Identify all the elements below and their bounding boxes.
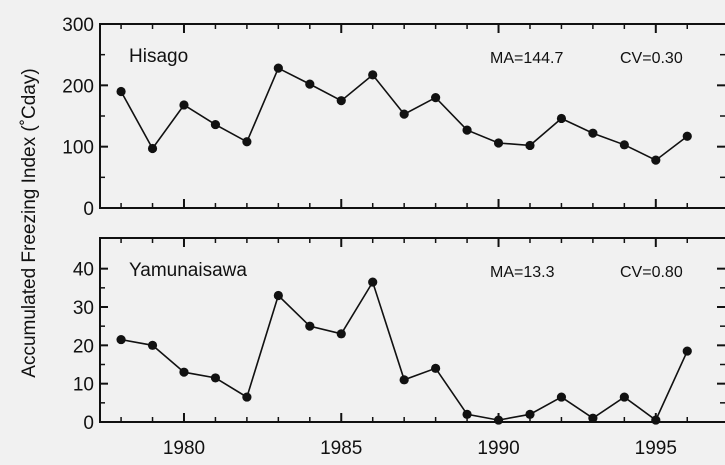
data-point bbox=[368, 70, 378, 80]
data-point bbox=[116, 334, 126, 345]
x-tick-label: 1995 bbox=[635, 438, 677, 459]
panel-label: Hisago bbox=[129, 46, 188, 67]
data-point bbox=[179, 100, 189, 110]
data-point bbox=[273, 63, 283, 73]
data-point bbox=[242, 137, 252, 147]
data-point bbox=[619, 392, 629, 402]
panel-label: Yamunaisawa bbox=[129, 260, 247, 281]
data-point bbox=[556, 392, 567, 402]
y-tick-label: 30 bbox=[73, 298, 94, 319]
data-point bbox=[273, 290, 283, 301]
data-point bbox=[462, 409, 472, 419]
data-point bbox=[651, 415, 661, 425]
data-point bbox=[116, 86, 126, 97]
panel-yamunaisawa: 0 10 20 30 40 Yamunaisawa MA=13.3 CV=0.80 bbox=[73, 237, 725, 434]
x-tick-label: 1985 bbox=[320, 438, 362, 459]
y-tick-label: 0 bbox=[83, 413, 94, 434]
data-point bbox=[210, 119, 221, 130]
y-axis-label: Accumulated Freezing Index (˚Cday) bbox=[19, 68, 40, 377]
data-point bbox=[336, 96, 346, 106]
data-point bbox=[651, 155, 661, 165]
x-tick-label: 1980 bbox=[163, 438, 205, 459]
series-line bbox=[120, 280, 689, 422]
data-point bbox=[525, 409, 535, 419]
data-point bbox=[682, 346, 692, 356]
data-point bbox=[682, 131, 692, 141]
ma-value: MA=13.3 bbox=[490, 264, 555, 281]
data-point bbox=[619, 140, 629, 150]
data-point bbox=[399, 375, 409, 385]
data-point bbox=[525, 140, 535, 151]
data-point bbox=[493, 415, 504, 425]
data-point bbox=[399, 109, 409, 119]
data-point bbox=[242, 392, 252, 402]
data-point bbox=[556, 113, 567, 124]
data-point bbox=[179, 367, 189, 377]
y-tick-label: 300 bbox=[62, 15, 94, 36]
y-tick-label: 200 bbox=[62, 76, 94, 97]
data-point bbox=[147, 143, 158, 154]
y-tick-label: 100 bbox=[62, 138, 94, 159]
data-point bbox=[336, 329, 346, 339]
data-point bbox=[431, 363, 441, 373]
y-tick-label: 10 bbox=[73, 375, 94, 396]
data-point bbox=[588, 128, 598, 138]
data-point bbox=[210, 373, 221, 383]
x-tick-label: 1990 bbox=[477, 438, 519, 459]
data-point bbox=[493, 138, 504, 148]
data-point bbox=[431, 93, 441, 103]
cv-value: CV=0.30 bbox=[620, 50, 683, 67]
data-point bbox=[462, 125, 472, 135]
data-point bbox=[305, 321, 315, 331]
data-point bbox=[588, 413, 598, 423]
y-tick-label: 40 bbox=[73, 260, 94, 281]
data-point bbox=[368, 277, 378, 287]
data-point bbox=[147, 340, 158, 350]
panel-frame bbox=[99, 237, 725, 423]
ma-value: MA=144.7 bbox=[490, 50, 563, 67]
y-tick-label: 0 bbox=[83, 199, 94, 220]
cv-value: CV=0.80 bbox=[620, 264, 683, 281]
panel-hisago: 0 100 200 300 Hisago MA=144.7 CV=0.30 bbox=[62, 15, 725, 220]
y-tick-label: 20 bbox=[73, 336, 94, 357]
data-point bbox=[305, 79, 315, 89]
